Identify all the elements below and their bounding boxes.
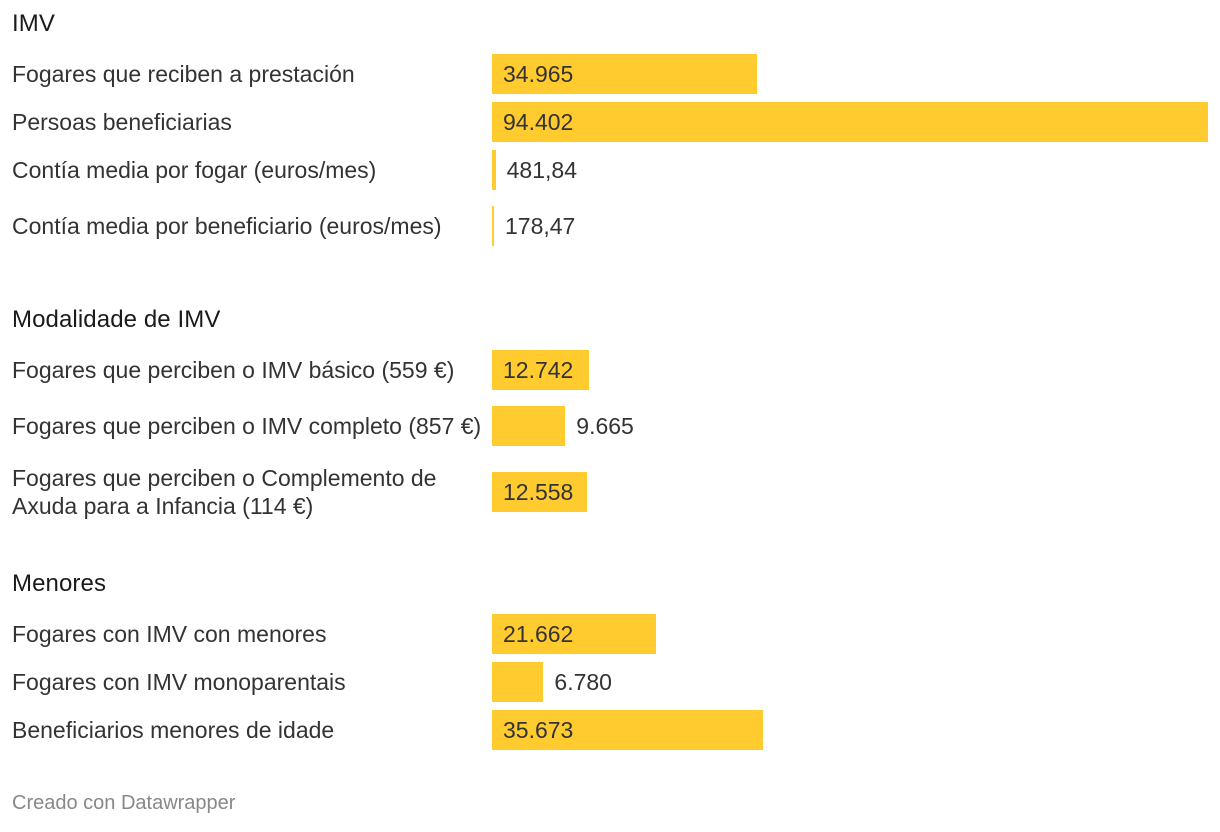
row-label: Fogares que perciben o Complemento de Ax… (12, 465, 437, 519)
value-label: 481,84 (506, 157, 577, 183)
bar (492, 102, 1208, 142)
value-label: 21.662 (503, 621, 574, 647)
row-label: Fogares con IMV con menores (12, 621, 327, 647)
value-label: 94.402 (503, 109, 574, 135)
section-title: IMV (12, 10, 55, 37)
bar (492, 350, 589, 390)
chart-row: Fogares que perciben o Complemento de Ax… (0, 463, 1220, 521)
row-label: Fogares que reciben a prestación (12, 61, 355, 87)
chart-row: Persoas beneficiarias 94.402 (0, 102, 1220, 142)
chart-row: Fogares que perciben o IMV completo (857… (0, 398, 1220, 454)
value-label: 178,47 (505, 213, 576, 239)
row-label: Beneficiarios menores de idade (12, 717, 335, 743)
bar (492, 662, 544, 702)
chart-row: Beneficiarios menores de idade 35.673 (0, 710, 1220, 750)
row-label: Fogares que perciben o IMV completo (857… (12, 413, 482, 439)
chart-row: Fogares con IMV monoparentais 6.780 (0, 662, 1220, 702)
bar (492, 406, 566, 446)
value-label: 35.673 (503, 717, 574, 743)
value-label: 12.558 (503, 479, 574, 505)
value-label: 6.780 (554, 669, 612, 695)
chart-row: Fogares que reciben a prestación 34.965 (0, 54, 1220, 94)
chart-row: Contía media por fogar (euros/mes) 481,84 (0, 150, 1220, 190)
section-title: Modalidade de IMV (12, 306, 221, 333)
footer-credit[interactable]: Creado con Datawrapper (12, 792, 236, 814)
bar (492, 614, 657, 654)
bar (492, 206, 494, 246)
row-label: Contía media por fogar (euros/mes) (12, 157, 377, 183)
row-label: Contía media por beneficiario (euros/mes… (12, 213, 442, 239)
bar-chart: IMV Fogares que reciben a prestación 34.96… (0, 10, 1220, 750)
row-label: Fogares que perciben o IMV básico (559 €… (12, 357, 455, 383)
row-label: Fogares con IMV monoparentais (12, 669, 346, 695)
bar (492, 150, 496, 190)
value-label: 12.742 (503, 357, 574, 383)
chart-row: Fogares con IMV con menores 21.662 (0, 614, 1220, 654)
value-label: 34.965 (503, 61, 574, 87)
value-label: 9.665 (576, 413, 634, 439)
bar (492, 710, 763, 750)
bar (492, 472, 588, 512)
chart-row: Contía media por beneficiario (euros/mes… (0, 198, 1220, 254)
row-label: Persoas beneficiarias (12, 109, 232, 135)
chart-row: Fogares que perciben o IMV básico (559 €… (0, 350, 1220, 390)
section-title: Menores (12, 570, 107, 597)
bar (492, 54, 758, 94)
